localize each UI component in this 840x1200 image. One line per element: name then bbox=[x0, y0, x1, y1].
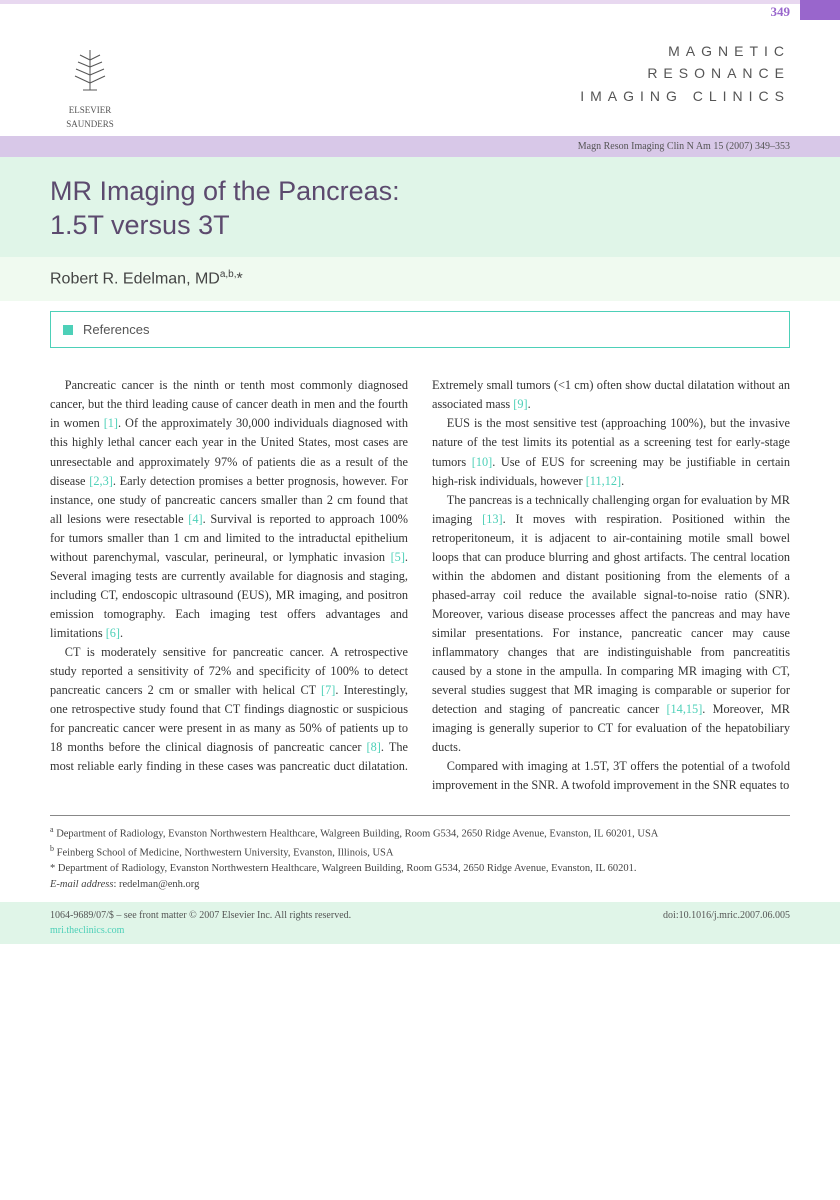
citation-link[interactable]: [2,3] bbox=[89, 474, 113, 488]
title-line2: 1.5T versus 3T bbox=[50, 210, 230, 240]
citation-link[interactable]: [10] bbox=[472, 455, 493, 469]
header: ELSEVIER SAUNDERS MAGNETIC RESONANCE IMA… bbox=[0, 20, 840, 131]
author-corr-mark: * bbox=[237, 270, 243, 287]
affil-mark: b bbox=[50, 844, 54, 853]
body-text: Pancreatic cancer is the ninth or tenth … bbox=[0, 358, 840, 805]
citation-link[interactable]: [5] bbox=[391, 550, 405, 564]
journal-name-line1: MAGNETIC bbox=[580, 40, 790, 62]
title-block: MR Imaging of the Pancreas: 1.5T versus … bbox=[0, 157, 840, 257]
title-line1: MR Imaging of the Pancreas: bbox=[50, 176, 400, 206]
citation-link[interactable]: [8] bbox=[367, 740, 381, 754]
affil-text: Feinberg School of Medicine, Northwester… bbox=[57, 847, 394, 858]
elsevier-tree-icon bbox=[60, 40, 120, 100]
author-degree: MD bbox=[195, 270, 220, 287]
corr-mark: * bbox=[50, 863, 55, 874]
affil-mark: a bbox=[50, 825, 54, 834]
email-line: E-mail address: redelman@enh.org bbox=[50, 877, 790, 893]
citation-link[interactable]: [9] bbox=[513, 397, 527, 411]
paragraph-1: Pancreatic cancer is the ninth or tenth … bbox=[50, 376, 408, 643]
publisher-logo: ELSEVIER SAUNDERS bbox=[50, 40, 130, 131]
journal-url[interactable]: mri.theclinics.com bbox=[50, 923, 351, 938]
author-affil-marks: a,b, bbox=[220, 269, 237, 280]
citation-bar: Magn Reson Imaging Clin N Am 15 (2007) 3… bbox=[0, 136, 840, 157]
page-number: 349 bbox=[771, 2, 791, 22]
text: . bbox=[120, 626, 123, 640]
corresponding-author: * Department of Radiology, Evanston Nort… bbox=[50, 861, 790, 877]
top-accent-line bbox=[0, 0, 840, 4]
doi: doi:10.1016/j.mric.2007.06.005 bbox=[663, 908, 790, 938]
affiliations: a Department of Radiology, Evanston Nort… bbox=[50, 815, 790, 892]
paragraph-5: Compared with imaging at 1.5T, 3T offers… bbox=[432, 757, 790, 795]
citation-link[interactable]: [13] bbox=[482, 512, 503, 526]
text: . bbox=[621, 474, 624, 488]
paragraph-3: EUS is the most sensitive test (approach… bbox=[432, 414, 790, 490]
journal-name: MAGNETIC RESONANCE IMAGING CLINICS bbox=[580, 40, 790, 107]
affiliation-b: b Feinberg School of Medicine, Northwest… bbox=[50, 843, 790, 861]
references-label: References bbox=[83, 320, 149, 340]
footer-bar: 1064-9689/07/$ – see front matter © 2007… bbox=[0, 902, 840, 944]
logo-text-1: ELSEVIER bbox=[50, 104, 130, 118]
affiliation-a: a Department of Radiology, Evanston Nort… bbox=[50, 824, 790, 842]
text: Compared with imaging at 1.5T, 3T offers… bbox=[432, 759, 790, 792]
text: . bbox=[528, 397, 531, 411]
author-name: Robert R. Edelman, bbox=[50, 270, 195, 287]
journal-name-line3: IMAGING CLINICS bbox=[580, 85, 790, 107]
references-bar[interactable]: References bbox=[50, 311, 790, 349]
citation-link[interactable]: [4] bbox=[188, 512, 202, 526]
paragraph-4: The pancreas is a technically challengin… bbox=[432, 491, 790, 758]
bullet-square-icon bbox=[63, 325, 73, 335]
copyright-text: 1064-9689/07/$ – see front matter © 2007… bbox=[50, 908, 351, 923]
article-title: MR Imaging of the Pancreas: 1.5T versus … bbox=[50, 175, 790, 243]
text: . It moves with respiration. Positioned … bbox=[432, 512, 790, 716]
citation-link[interactable]: [14,15] bbox=[666, 702, 702, 716]
author-block: Robert R. Edelman, MDa,b,* bbox=[0, 257, 840, 301]
journal-name-line2: RESONANCE bbox=[580, 62, 790, 84]
corner-block bbox=[800, 0, 840, 20]
top-bar: 349 bbox=[0, 0, 840, 20]
affil-text: Department of Radiology, Evanston Northw… bbox=[56, 829, 658, 840]
logo-text-2: SAUNDERS bbox=[50, 118, 130, 132]
citation-link[interactable]: [7] bbox=[321, 683, 335, 697]
email-label: E-mail address bbox=[50, 879, 113, 890]
citation-link[interactable]: [11,12] bbox=[586, 474, 621, 488]
corr-text: Department of Radiology, Evanston Northw… bbox=[58, 863, 637, 874]
citation-link[interactable]: [1] bbox=[104, 416, 118, 430]
citation-link[interactable]: [6] bbox=[106, 626, 120, 640]
email-address[interactable]: : redelman@enh.org bbox=[113, 879, 199, 890]
